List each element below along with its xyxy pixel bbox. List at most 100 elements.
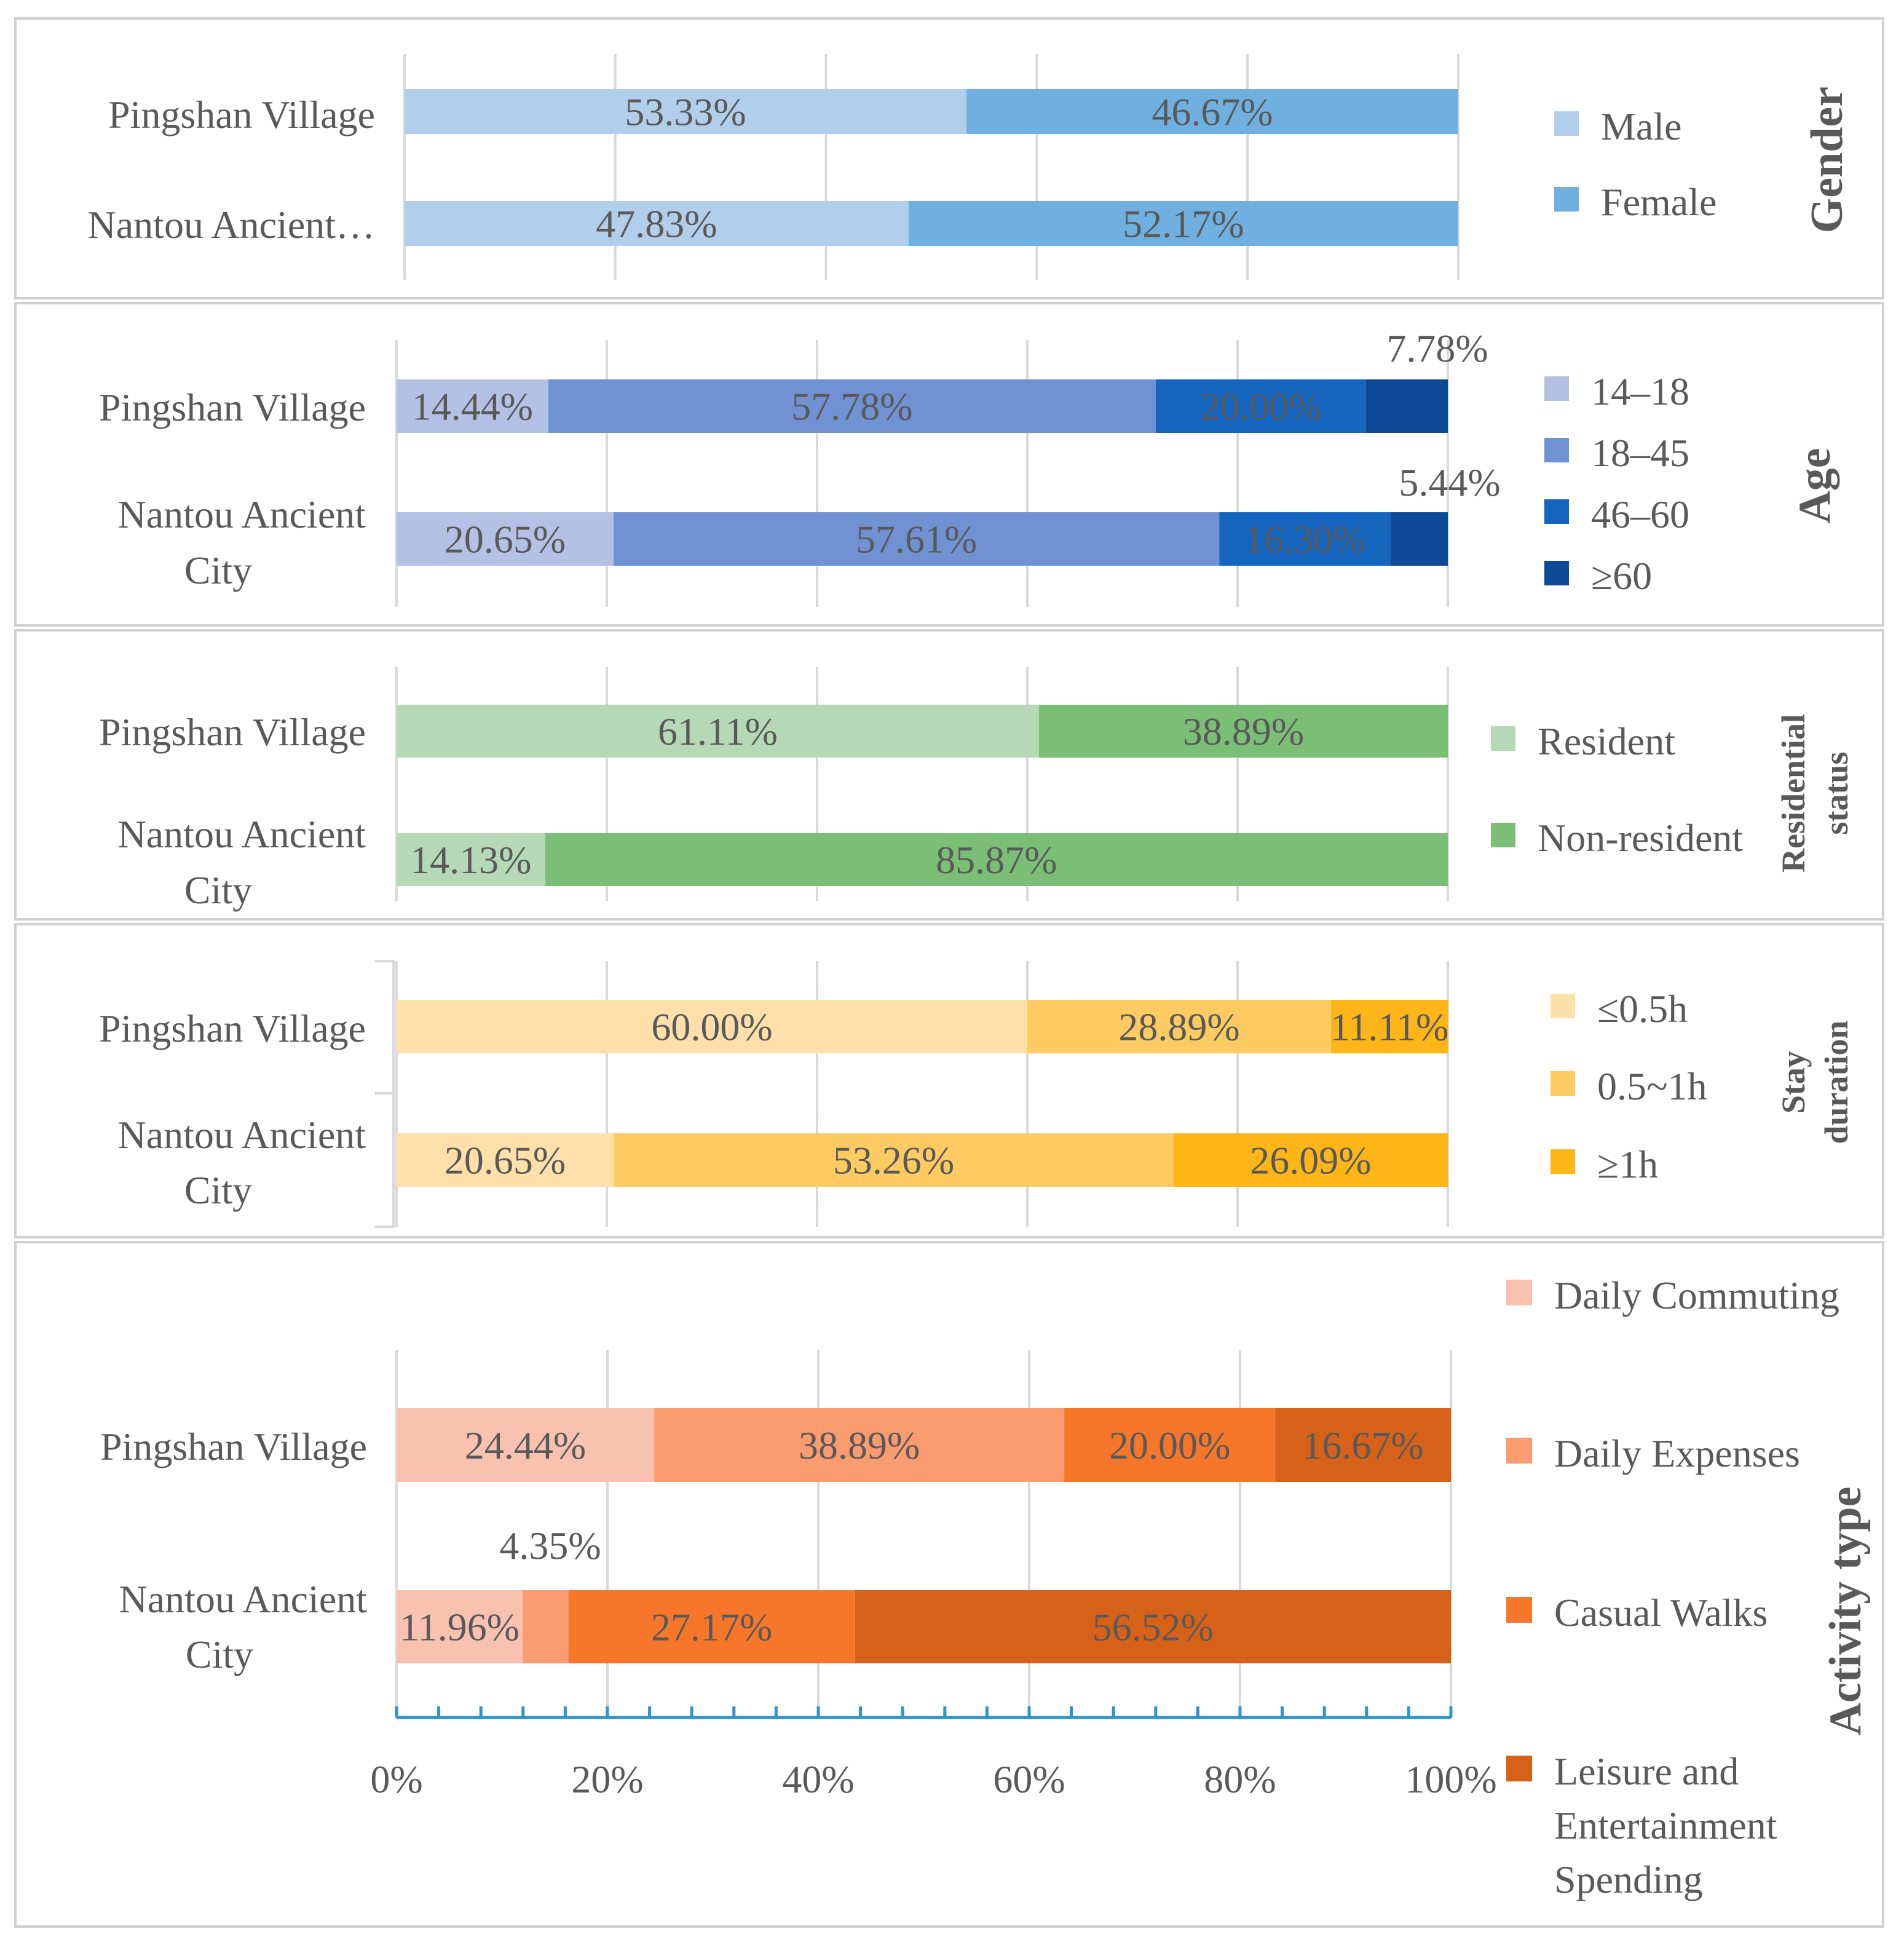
legend-label-line: Entertainment bbox=[1554, 1804, 1777, 1847]
data-label: 11.11% bbox=[1330, 1005, 1449, 1049]
bar-segment bbox=[1275, 1408, 1451, 1482]
bar-segment bbox=[397, 1000, 1027, 1053]
data-label: 14.44% bbox=[412, 385, 533, 429]
panel-title-text: Gender bbox=[1802, 87, 1852, 233]
legend-label: Resident bbox=[1538, 719, 1675, 763]
panel-border bbox=[14, 923, 1884, 1238]
panel-border bbox=[14, 629, 1884, 921]
category-label: Nantou Ancient… bbox=[88, 203, 375, 247]
category-label: Pingshan Village bbox=[99, 386, 366, 429]
data-label: 53.33% bbox=[625, 90, 746, 134]
category-label: Pingshan Village bbox=[108, 93, 375, 137]
x-tick-label: 40% bbox=[782, 1757, 854, 1801]
legend-label: Leisure and Entertainment Spending bbox=[1554, 1749, 1777, 1901]
data-label: 20.00% bbox=[1200, 385, 1321, 429]
bar-segment bbox=[654, 1408, 1065, 1482]
legend-label: Daily Expenses bbox=[1554, 1432, 1800, 1475]
data-label: 47.83% bbox=[596, 202, 717, 246]
panel-title-text: Stay duration bbox=[1775, 1020, 1855, 1144]
legend-swatch bbox=[1544, 561, 1569, 585]
bar-segment bbox=[1219, 512, 1391, 566]
legend-swatch bbox=[1506, 1280, 1532, 1305]
bar-segment bbox=[397, 1590, 523, 1663]
panel-title-line: Residential bbox=[1775, 714, 1812, 873]
legend-label: Casual Walks bbox=[1554, 1591, 1768, 1634]
legend-swatch bbox=[1506, 1756, 1532, 1781]
bar-segment bbox=[523, 1590, 569, 1663]
bar-segment bbox=[397, 705, 1039, 758]
legend-swatch bbox=[1506, 1438, 1532, 1464]
x-tick-label: 100% bbox=[1405, 1757, 1496, 1801]
legend-swatch bbox=[1554, 111, 1579, 136]
legend-label-line: Spending bbox=[1554, 1858, 1703, 1901]
category-label-line: Nantou Ancient bbox=[118, 493, 366, 536]
legend-label: 18–45 bbox=[1591, 431, 1689, 475]
data-label: 38.89% bbox=[1183, 710, 1304, 753]
panel-title: Gender bbox=[1802, 87, 1852, 233]
bar-segment bbox=[966, 89, 1458, 134]
bar-segment bbox=[568, 1590, 855, 1663]
bar-segment bbox=[397, 1408, 655, 1482]
category-label-line: Nantou Ancient bbox=[118, 1113, 366, 1157]
legend-swatch bbox=[1550, 994, 1575, 1018]
category-label: Nantou Ancient City bbox=[119, 1577, 368, 1676]
data-label: 20.65% bbox=[444, 518, 566, 561]
x-tick-label: 0% bbox=[370, 1757, 422, 1801]
data-label: 26.09% bbox=[1250, 1139, 1371, 1182]
data-label: 24.44% bbox=[465, 1424, 586, 1467]
category-label: Pingshan Village bbox=[100, 1425, 367, 1468]
data-label: 46.67% bbox=[1151, 90, 1273, 134]
legend-label: ≥1h bbox=[1597, 1143, 1658, 1186]
category-label-line: City bbox=[184, 868, 252, 912]
bar-segment bbox=[1365, 379, 1448, 433]
bar-segment bbox=[1331, 1000, 1448, 1053]
data-label: 5.44% bbox=[1399, 461, 1500, 504]
legend-swatch bbox=[1550, 1149, 1575, 1174]
data-label: 20.00% bbox=[1109, 1424, 1230, 1467]
panel-age: Pingshan Village Nantou Ancient City 14.44%… bbox=[14, 302, 1884, 627]
panel-title-text: Residential status bbox=[1775, 714, 1855, 873]
legend-label: ≤0.5h bbox=[1597, 987, 1688, 1031]
panel-residential: Pingshan Village Nantou Ancient City 61.11%… bbox=[14, 629, 1884, 921]
x-tick-label: 80% bbox=[1204, 1757, 1276, 1801]
bar-segment bbox=[397, 1133, 614, 1187]
bar-segment bbox=[405, 89, 967, 134]
data-label: 60.00% bbox=[651, 1005, 772, 1049]
legend-swatch bbox=[1506, 1597, 1532, 1623]
bar-segment bbox=[397, 379, 548, 433]
data-label: 11.96% bbox=[400, 1606, 519, 1649]
data-label: 28.89% bbox=[1118, 1005, 1239, 1049]
bar-segment bbox=[1173, 1133, 1448, 1187]
category-label-line: City bbox=[186, 1633, 253, 1676]
panel-title-line: status bbox=[1818, 751, 1855, 834]
category-label: Nantou Ancient City bbox=[118, 1113, 366, 1212]
legend-swatch bbox=[1550, 1071, 1575, 1096]
x-tick-label: 20% bbox=[571, 1757, 643, 1801]
category-label: Pingshan Village bbox=[99, 1007, 366, 1050]
panel-title-line: Stay bbox=[1775, 1051, 1812, 1114]
data-label: 57.78% bbox=[791, 385, 912, 429]
panel-border bbox=[14, 302, 1884, 627]
legend-swatch bbox=[1554, 187, 1579, 212]
panel-stay: Pingshan Village Nantou Ancient City 60.00%… bbox=[14, 923, 1884, 1238]
legend-swatch bbox=[1544, 376, 1569, 401]
bar-segment bbox=[548, 379, 1156, 433]
panel-title: Activity type bbox=[1820, 1487, 1871, 1736]
panel-title: Age bbox=[1790, 448, 1840, 523]
category-label: Nantou Ancient City bbox=[118, 493, 366, 592]
panel-gender: Pingshan Village Nantou Ancient… 53.33% 46.… bbox=[14, 17, 1884, 299]
bar-segment bbox=[397, 512, 614, 566]
legend-label: Non-resident bbox=[1538, 816, 1743, 860]
legend-label: Daily Commuting bbox=[1554, 1274, 1839, 1317]
x-tick-label: 60% bbox=[993, 1757, 1065, 1801]
panel-title-line: duration bbox=[1818, 1020, 1855, 1144]
bar-segment bbox=[1155, 379, 1366, 433]
category-label-line: Nantou Ancient bbox=[119, 1577, 368, 1621]
legend-label: 46–60 bbox=[1591, 493, 1689, 536]
data-label: 14.13% bbox=[410, 838, 531, 882]
data-label: 38.89% bbox=[799, 1424, 920, 1467]
panel-title-text: Age bbox=[1790, 448, 1840, 523]
category-label-line: Nantou Ancient bbox=[118, 812, 366, 856]
data-label: 85.87% bbox=[936, 838, 1057, 882]
